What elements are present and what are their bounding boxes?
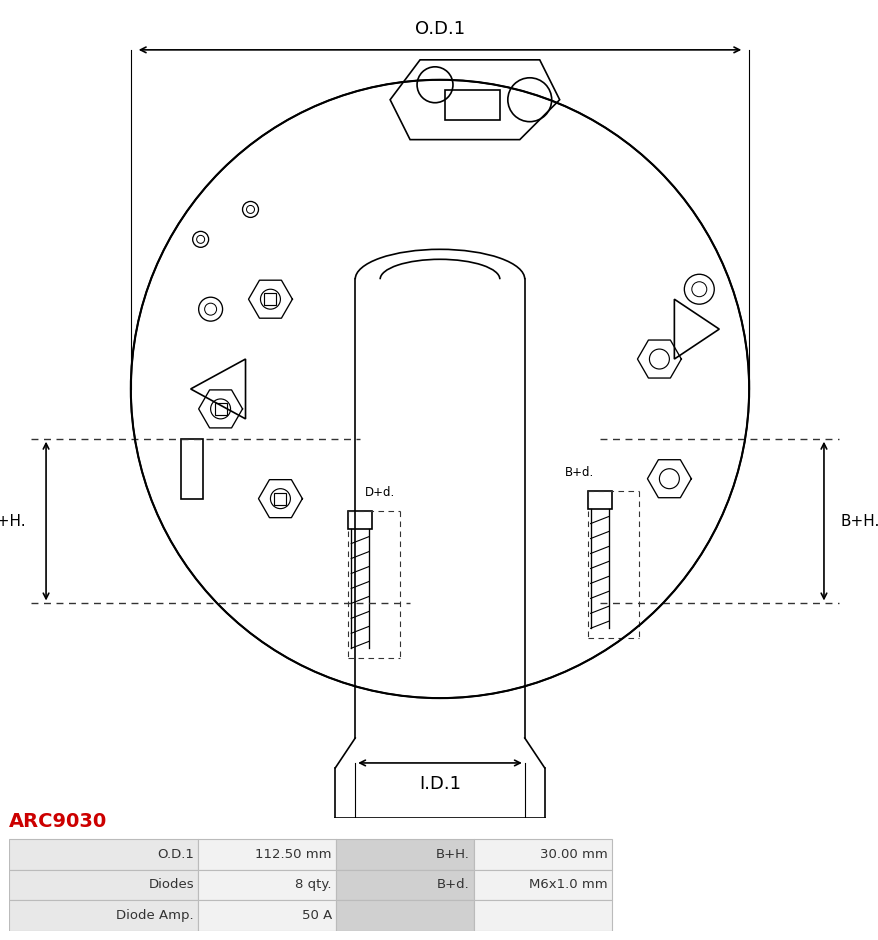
Text: Diodes: Diodes: [148, 878, 194, 891]
Text: 112.50 mm: 112.50 mm: [255, 848, 332, 861]
Text: O.D.1: O.D.1: [157, 848, 194, 861]
FancyBboxPatch shape: [473, 901, 611, 931]
Text: B+d.: B+d.: [436, 878, 469, 891]
FancyBboxPatch shape: [335, 870, 473, 901]
FancyBboxPatch shape: [473, 838, 611, 870]
FancyBboxPatch shape: [335, 901, 473, 931]
FancyBboxPatch shape: [9, 870, 198, 901]
FancyBboxPatch shape: [198, 870, 335, 901]
Text: Diode Amp.: Diode Amp.: [116, 909, 194, 922]
Text: B+H.: B+H.: [435, 848, 469, 861]
Text: ARC9030: ARC9030: [9, 812, 107, 831]
FancyBboxPatch shape: [473, 870, 611, 901]
Text: 30.00 mm: 30.00 mm: [539, 848, 607, 861]
Text: D+H.: D+H.: [0, 513, 26, 528]
FancyBboxPatch shape: [9, 901, 198, 931]
FancyBboxPatch shape: [198, 838, 335, 870]
Text: B+H.: B+H.: [840, 513, 878, 528]
Text: B+d.: B+d.: [565, 465, 594, 478]
FancyBboxPatch shape: [9, 838, 198, 870]
Text: 50 A: 50 A: [301, 909, 332, 922]
Text: D+d.: D+d.: [364, 486, 395, 498]
Text: I.D.1: I.D.1: [419, 775, 460, 793]
FancyBboxPatch shape: [198, 901, 335, 931]
Text: O.D.1: O.D.1: [414, 20, 464, 38]
FancyBboxPatch shape: [335, 838, 473, 870]
Text: M6x1.0 mm: M6x1.0 mm: [529, 878, 607, 891]
Text: 8 qty.: 8 qty.: [295, 878, 332, 891]
